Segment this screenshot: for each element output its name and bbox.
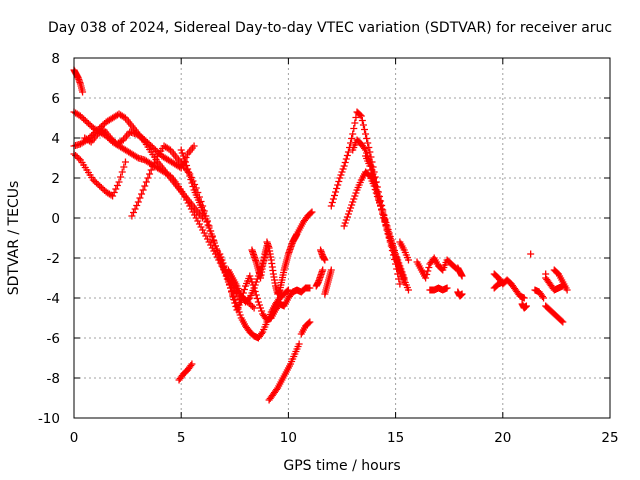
data-point [351,120,358,127]
y-axis-label: SDTVAR / TECUs [6,181,22,296]
data-point [133,202,140,209]
data-point [329,199,336,206]
data-point [114,182,121,189]
data-point [362,131,369,138]
data-point [348,135,355,142]
data-point [332,189,339,196]
data-point [330,196,337,203]
series-track-y [426,285,450,294]
data-point [140,187,147,194]
data-point [130,209,137,216]
data-point [335,178,342,185]
x-axis-ticks: 0 5 10 15 20 25 [70,58,619,446]
series-track-l [291,209,315,242]
x-tick-label: 10 [280,430,297,446]
series-track-d [71,151,129,200]
grid-lines [74,58,610,418]
data-point [135,199,142,206]
y-axis-ticks: -10 -8 -6 -4 -2 0 2 4 6 8 [38,51,610,427]
data-point [143,179,150,186]
data-point [344,152,351,159]
series-track-ad [519,301,530,312]
data-point [122,159,129,166]
series-track-x [414,255,460,282]
data-point [360,122,367,129]
series-track-o [176,361,196,384]
data-point [116,179,123,186]
x-tick-label: 25 [601,430,618,446]
series-track-aj [542,303,566,326]
data-point [342,159,349,166]
series-track-s [328,109,404,288]
y-tick-label: -10 [38,411,60,427]
series-track-a [71,67,87,96]
data-point [350,125,357,132]
data-point [117,174,124,181]
chart-title: Day 038 of 2024, Sidereal Day-to-day VTE… [48,20,612,36]
data-point [136,195,143,202]
data-point [112,186,119,193]
data-point [333,185,340,192]
y-tick-label: 6 [51,91,60,107]
data-point [119,169,126,176]
data-point [254,295,261,302]
data-point [361,126,368,133]
series-track-ag [531,287,547,302]
data-point [328,203,335,210]
y-tick-label: -2 [47,251,60,267]
data-point [334,182,341,189]
y-tick-label: -8 [47,371,60,387]
data-point [363,135,370,142]
plot-frame [74,58,610,418]
y-tick-label: -6 [47,331,60,347]
data-point [144,175,151,182]
data-point [527,251,534,258]
data-points [71,67,571,404]
x-tick-label: 15 [387,430,404,446]
data-point [138,191,145,198]
x-axis-label: GPS time / hours [283,458,400,474]
series-track-q [317,247,328,264]
y-tick-label: -4 [47,291,60,307]
x-tick-label: 5 [177,430,186,446]
data-point [241,286,248,293]
data-point [343,156,350,163]
data-point [132,206,139,213]
x-tick-label: 0 [70,430,79,446]
y-tick-label: 4 [51,131,60,147]
series-track-n [298,319,314,338]
series-track-f [81,127,197,172]
series-track-ae [527,251,534,258]
data-point [120,164,127,171]
x-tick-label: 20 [494,430,511,446]
y-tick-label: 2 [51,171,60,187]
sdtvar-scatter-chart: Day 038 of 2024, Sidereal Day-to-day VTE… [0,0,640,480]
y-tick-label: 8 [51,51,60,67]
data-point [349,131,356,138]
y-tick-label: 0 [51,211,60,227]
data-point [331,192,338,199]
series-track-m [266,341,303,404]
data-point [141,183,148,190]
data-point [146,171,153,178]
